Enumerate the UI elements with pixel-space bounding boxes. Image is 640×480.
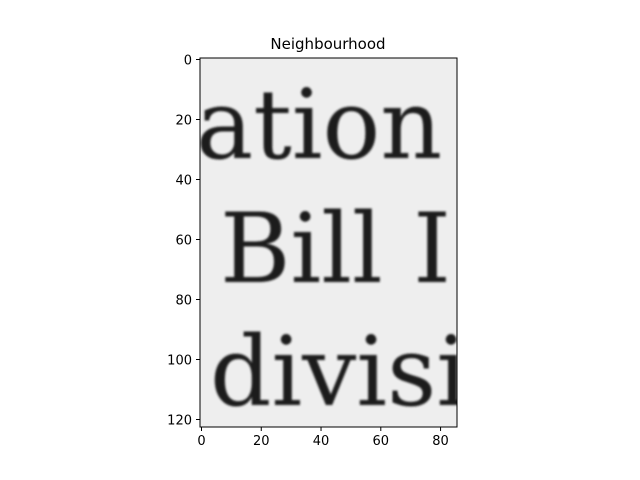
y-tick-label: 0 bbox=[184, 54, 192, 69]
x-tick-label: 0 bbox=[197, 434, 205, 449]
image-text-line-3: divisi bbox=[210, 316, 467, 428]
plot-frame bbox=[199, 57, 458, 428]
x-tick-label: 40 bbox=[313, 434, 330, 449]
y-tick-label: 80 bbox=[175, 294, 192, 309]
x-tick-label: 80 bbox=[432, 434, 449, 449]
y-axis: 0 20 40 60 80 100 120 bbox=[167, 54, 200, 429]
chart-title: Neighbourhood bbox=[270, 35, 385, 53]
x-tick-label: 60 bbox=[373, 434, 390, 449]
image-area: ation Bill I divisi bbox=[196, 58, 467, 428]
image-text-line-2: Bill I bbox=[220, 193, 451, 305]
x-tick-label: 20 bbox=[253, 434, 270, 449]
y-tick-label: 60 bbox=[175, 234, 192, 249]
x-axis: 0 20 40 60 80 bbox=[197, 427, 449, 449]
y-tick-label: 40 bbox=[175, 174, 192, 189]
image-text-line-1: ation bbox=[196, 69, 442, 181]
y-tick-label: 100 bbox=[167, 354, 192, 369]
y-tick-label: 20 bbox=[175, 114, 192, 129]
image-background bbox=[200, 58, 457, 427]
y-tick-label: 120 bbox=[167, 414, 192, 429]
